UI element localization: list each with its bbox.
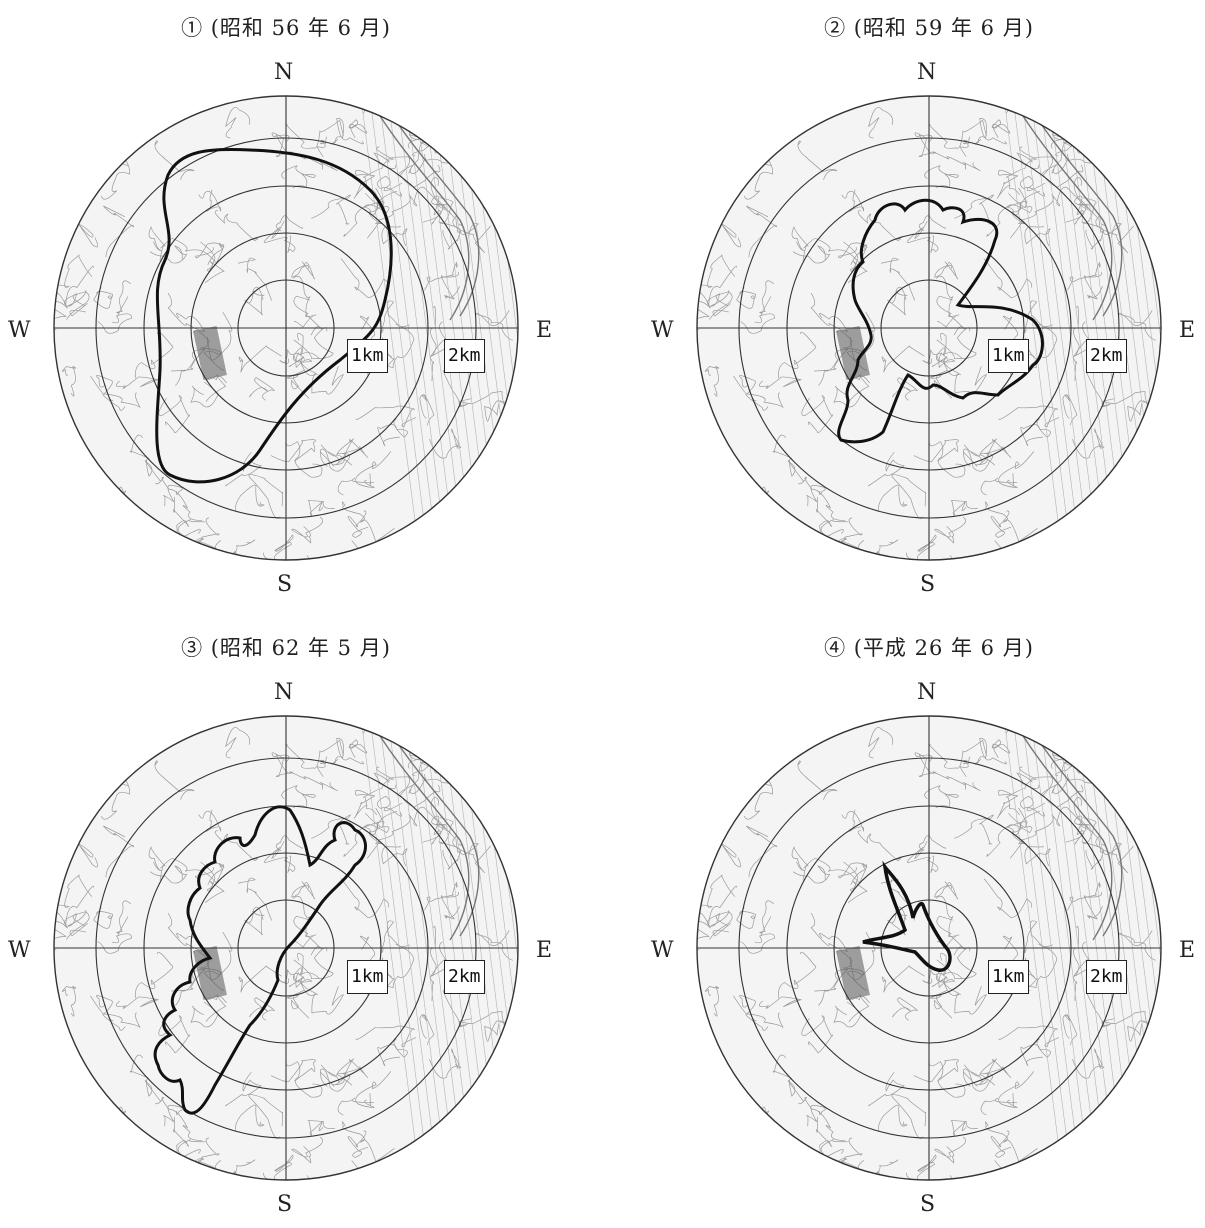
- panel-title: ③ (昭和 62 年 5 月): [181, 636, 391, 660]
- panel-title: ④ (平成 26 年 6 月): [824, 636, 1034, 660]
- distance-label-1km: 1km: [347, 960, 388, 994]
- distance-rings: [696, 715, 1162, 1181]
- affected-area-outline: [155, 147, 393, 484]
- affected-area-outline: [862, 860, 952, 972]
- compass-south: S: [277, 1192, 293, 1217]
- map-texture: [54, 96, 518, 560]
- compass-south: S: [920, 572, 936, 597]
- distance-label-2km: 2km: [1086, 339, 1127, 373]
- compass-north: N: [274, 60, 294, 85]
- map-texture: [54, 716, 518, 1180]
- compass-south: S: [920, 1192, 936, 1217]
- affected-area-outline: [837, 198, 1044, 444]
- compass-north: N: [274, 680, 294, 705]
- distance-label-2km: 2km: [444, 339, 485, 373]
- distance-label-2km: 2km: [444, 960, 485, 994]
- distance-label-2km: 2km: [1086, 960, 1127, 994]
- compass-east: E: [1179, 318, 1196, 343]
- affected-area-outline: [153, 805, 367, 1115]
- map-panel-3: ③ (昭和 62 年 5 月) N S W E 1km 2km: [0, 620, 602, 1228]
- compass-east: E: [536, 318, 553, 343]
- compass-south: S: [277, 572, 293, 597]
- panel-title: ② (昭和 59 年 6 月): [824, 16, 1034, 40]
- distance-label-1km: 1km: [988, 960, 1029, 994]
- compass-west: W: [8, 318, 31, 343]
- distance-label-1km: 1km: [347, 339, 388, 373]
- compass-north: N: [917, 60, 937, 85]
- distance-label-1km: 1km: [988, 339, 1029, 373]
- compass-east: E: [1179, 938, 1196, 963]
- map-plot: [53, 95, 519, 561]
- map-plot: [696, 95, 1162, 561]
- map-panel-4: ④ (平成 26 年 6 月) N S W E 1km 2km: [643, 620, 1205, 1228]
- compass-west: W: [651, 318, 674, 343]
- distance-rings: [53, 95, 519, 561]
- compass-west: W: [8, 938, 31, 963]
- compass-east: E: [536, 938, 553, 963]
- panel-title: ① (昭和 56 年 6 月): [181, 16, 391, 40]
- distance-rings: [696, 95, 1162, 561]
- compass-north: N: [917, 680, 937, 705]
- compass-west: W: [651, 938, 674, 963]
- map-panel-1: ① (昭和 56 年 6 月) N S W E 1km 2km: [0, 0, 602, 608]
- map-plot: [696, 715, 1162, 1181]
- map-plot: [53, 715, 519, 1181]
- map-panel-2: ② (昭和 59 年 6 月) N S W E 1km 2km: [643, 0, 1205, 608]
